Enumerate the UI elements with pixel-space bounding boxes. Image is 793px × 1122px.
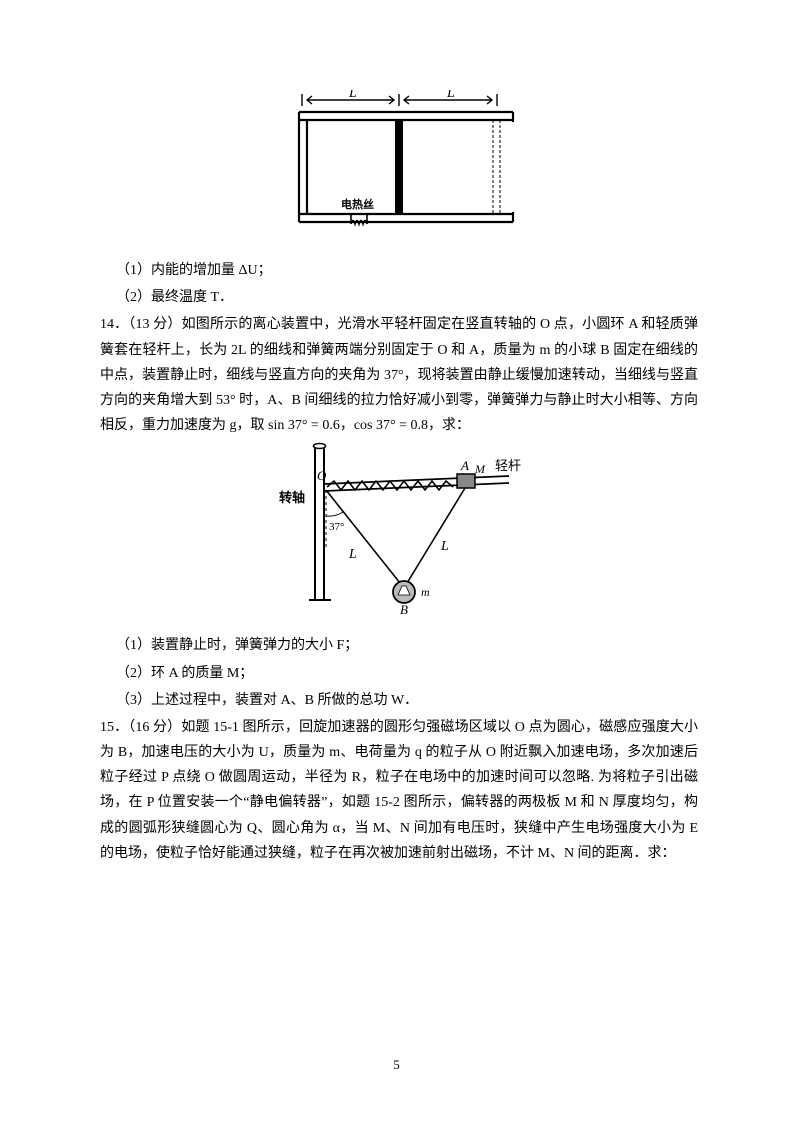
label-L1: L — [348, 547, 357, 562]
heater-label: 电热丝 — [341, 197, 374, 211]
ring-A — [457, 474, 475, 488]
label-rod: 轻杆 — [495, 458, 521, 473]
label-B: B — [400, 602, 408, 615]
label-M: M — [474, 462, 486, 476]
piston — [395, 120, 403, 214]
label-angle: 37° — [329, 521, 344, 533]
label-O: O — [317, 468, 327, 483]
page-number: 5 — [0, 1053, 793, 1076]
label-axis: 转轴 — [279, 490, 305, 505]
q14-sub1: （1）装置静止时，弹簧弹力的大小 F； — [100, 633, 698, 658]
label-L2: L — [440, 539, 449, 554]
label-A: A — [460, 458, 469, 473]
fig1-L-right: L — [446, 90, 455, 101]
fig1-L-left: L — [348, 90, 357, 101]
figure-13-svg: L L — [269, 90, 529, 240]
figure-14-container: O A M 轻杆 转轴 37° L L B m — [100, 440, 698, 615]
q13-sub1: （1）内能的增加量 ΔU； — [100, 258, 698, 283]
q15-intro: 15．（16 分）如题 15-1 图所示，回旋加速器的圆形匀强磁场区域以 O 点… — [100, 715, 698, 866]
q14-sub2: （2）环 A 的质量 M； — [100, 661, 698, 686]
label-m: m — [421, 585, 430, 599]
q14-intro: 14．（13 分）如图所示的离心装置中，光滑水平轻杆固定在竖直转轴的 O 点，小… — [100, 312, 698, 438]
figure-13-container: L L — [100, 90, 698, 240]
figure-14-svg: O A M 轻杆 转轴 37° L L B m — [249, 440, 549, 615]
page: L L — [0, 0, 793, 1122]
q13-sub2: （2）最终温度 T． — [100, 285, 698, 310]
q14-sub3: （3）上述过程中，装置对 A、B 所做的总功 W． — [100, 688, 698, 713]
